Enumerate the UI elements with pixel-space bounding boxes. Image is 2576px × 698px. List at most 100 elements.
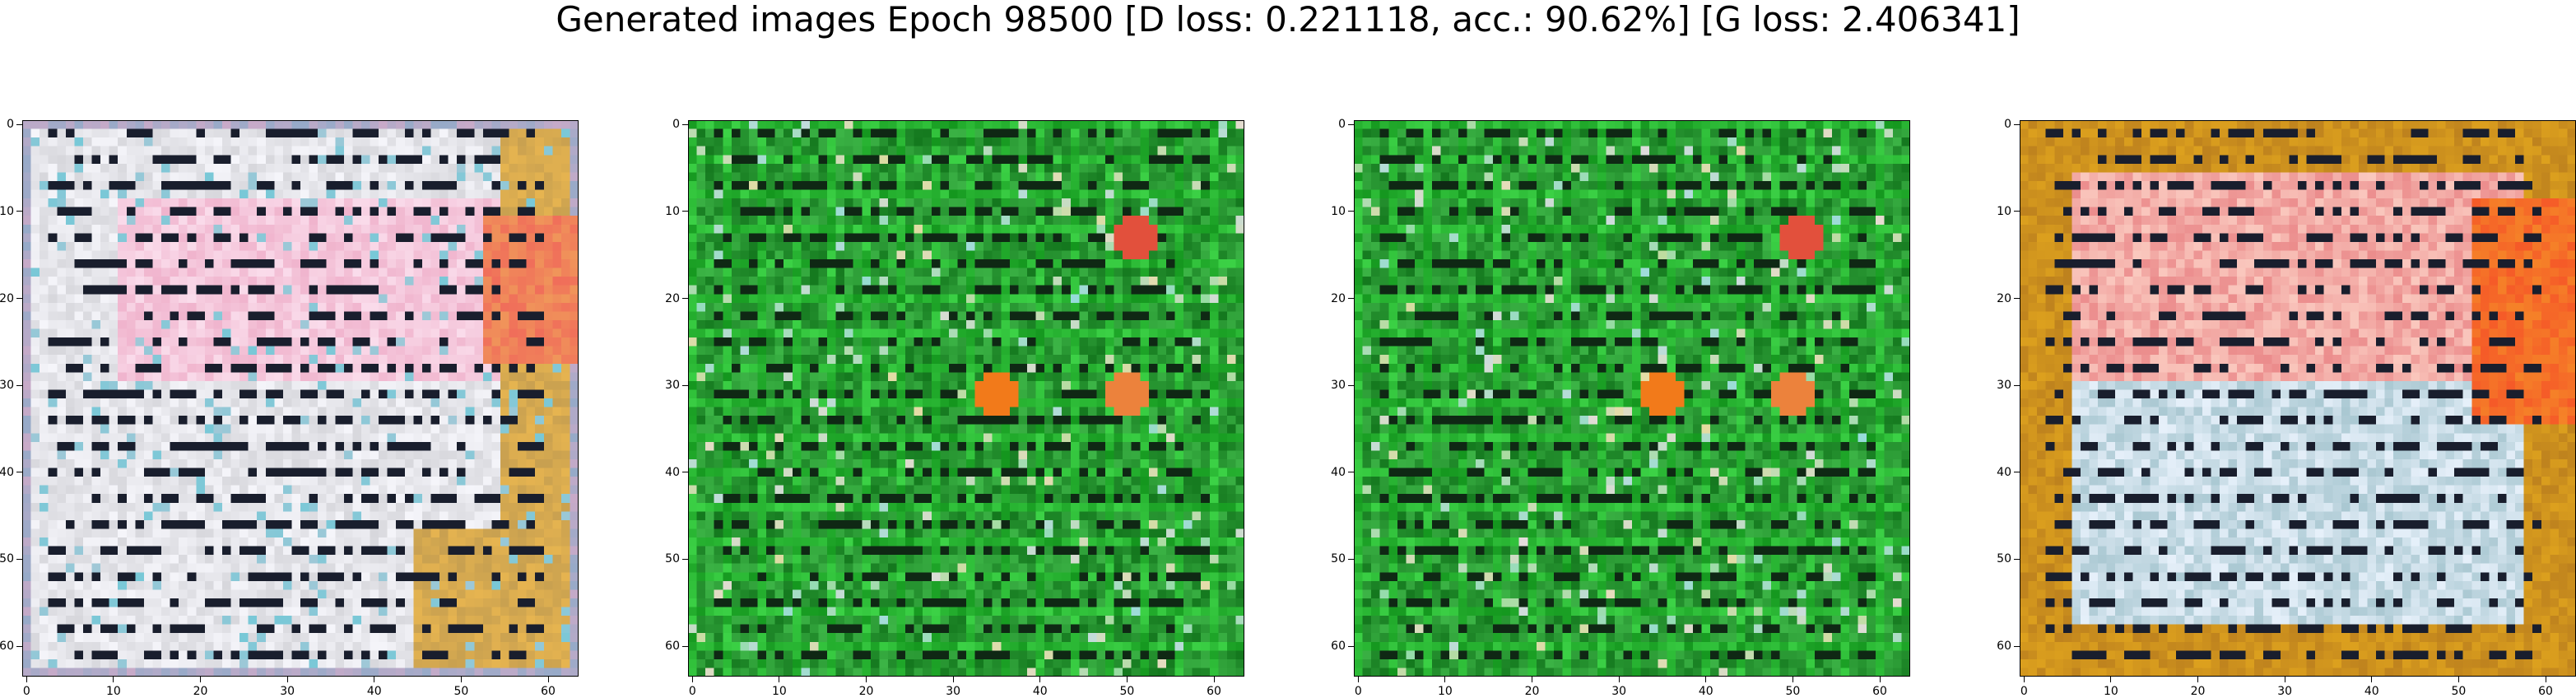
x-tick-label: 30 (1611, 685, 1627, 698)
y-tick-mark (16, 558, 22, 560)
x-tick-label: 50 (453, 685, 469, 698)
x-tick-label: 10 (105, 685, 121, 698)
x-tick-label: 60 (1872, 685, 1887, 698)
y-tick-label: 0 (1338, 118, 1346, 132)
y-tick-mark (682, 298, 688, 300)
y-tick-label: 20 (1331, 291, 1346, 305)
x-tick-mark (1618, 677, 1620, 682)
y-tick-label: 10 (1331, 204, 1346, 218)
y-tick-mark (2014, 558, 2020, 560)
x-tick-label: 10 (1437, 685, 1453, 698)
y-tick-mark (1348, 123, 1354, 125)
x-tick-mark (1879, 677, 1881, 682)
x-tick-label: 10 (2103, 685, 2118, 698)
x-tick-label: 30 (2277, 685, 2293, 698)
x-tick-mark (1213, 677, 1215, 682)
x-tick-mark (26, 677, 27, 682)
y-tick-label: 20 (1997, 291, 2011, 305)
x-tick-mark (460, 677, 462, 682)
generated-image (688, 120, 1244, 677)
y-tick-mark (682, 645, 688, 647)
y-tick-mark (2014, 384, 2020, 386)
y-tick-label: 40 (1997, 465, 2011, 479)
y-tick-label: 10 (665, 204, 680, 218)
y-tick-mark (1348, 558, 1354, 560)
y-tick-label: 30 (665, 379, 680, 393)
x-tick-mark (952, 677, 954, 682)
x-tick-label: 0 (2020, 685, 2028, 698)
y-tick-mark (16, 645, 22, 647)
x-tick-mark (1705, 677, 1707, 682)
x-tick-label: 40 (2364, 685, 2379, 698)
y-tick-mark (1348, 211, 1354, 212)
y-tick-mark (16, 123, 22, 125)
x-tick-mark (866, 677, 867, 682)
y-tick-mark (16, 211, 22, 212)
y-tick-mark (16, 384, 22, 386)
y-tick-label: 40 (0, 465, 14, 479)
generated-image (22, 120, 579, 677)
y-tick-label: 30 (1997, 379, 2011, 393)
y-tick-label: 0 (672, 118, 680, 132)
x-tick-label: 50 (1785, 685, 1801, 698)
generated-image (1354, 120, 1910, 677)
x-tick-mark (1444, 677, 1446, 682)
x-tick-label: 40 (366, 685, 382, 698)
y-tick-label: 0 (7, 118, 14, 132)
x-tick-mark (1357, 677, 1359, 682)
x-tick-mark (113, 677, 114, 682)
y-tick-mark (682, 211, 688, 212)
x-tick-mark (691, 677, 693, 682)
x-tick-label: 40 (1698, 685, 1713, 698)
y-tick-label: 40 (665, 465, 680, 479)
y-tick-label: 60 (1331, 640, 1346, 654)
y-tick-mark (682, 123, 688, 125)
y-tick-label: 60 (1997, 640, 2011, 654)
x-tick-mark (2371, 677, 2373, 682)
y-tick-mark (2014, 211, 2020, 212)
y-tick-label: 40 (1331, 465, 1346, 479)
x-tick-label: 0 (688, 685, 696, 698)
y-tick-label: 10 (1997, 204, 2011, 218)
y-tick-label: 60 (665, 640, 680, 654)
y-tick-label: 60 (0, 640, 14, 654)
y-tick-label: 50 (1997, 552, 2011, 566)
x-tick-mark (2110, 677, 2112, 682)
y-tick-mark (682, 384, 688, 386)
x-tick-mark (1126, 677, 1128, 682)
image-panel-4: 0 0 10 10 20 20 30 30 40 40 50 50 60 60 (1997, 119, 2576, 697)
y-tick-label: 10 (0, 204, 14, 218)
y-tick-mark (2014, 123, 2020, 125)
y-tick-label: 50 (665, 552, 680, 566)
x-tick-mark (547, 677, 549, 682)
x-tick-label: 20 (2190, 685, 2206, 698)
x-tick-label: 50 (2451, 685, 2467, 698)
x-tick-label: 10 (771, 685, 787, 698)
y-tick-label: 20 (0, 291, 14, 305)
image-panel-3: 0 0 10 10 20 20 30 30 40 40 50 50 60 60 (1331, 119, 1910, 697)
y-tick-label: 30 (0, 379, 14, 393)
image-panel-1: 0 0 10 10 20 20 30 30 40 40 50 50 60 60 (0, 119, 579, 697)
x-tick-mark (2457, 677, 2459, 682)
y-tick-mark (2014, 298, 2020, 300)
x-tick-mark (200, 677, 202, 682)
x-tick-label: 60 (1207, 685, 1221, 698)
y-tick-mark (1348, 298, 1354, 300)
x-tick-label: 50 (1119, 685, 1135, 698)
y-tick-mark (2014, 645, 2020, 647)
y-tick-mark (1348, 384, 1354, 386)
y-tick-label: 30 (1331, 379, 1346, 393)
y-tick-mark (682, 558, 688, 560)
y-tick-mark (16, 298, 22, 300)
x-tick-label: 60 (2538, 685, 2553, 698)
y-tick-label: 50 (0, 552, 14, 566)
x-tick-label: 60 (541, 685, 556, 698)
x-tick-mark (2023, 677, 2025, 682)
x-tick-label: 0 (1354, 685, 1362, 698)
y-tick-mark (1348, 645, 1354, 647)
x-tick-label: 30 (946, 685, 961, 698)
generated-image (2020, 120, 2576, 677)
y-tick-label: 20 (665, 291, 680, 305)
x-tick-label: 40 (1032, 685, 1048, 698)
x-tick-label: 20 (193, 685, 208, 698)
